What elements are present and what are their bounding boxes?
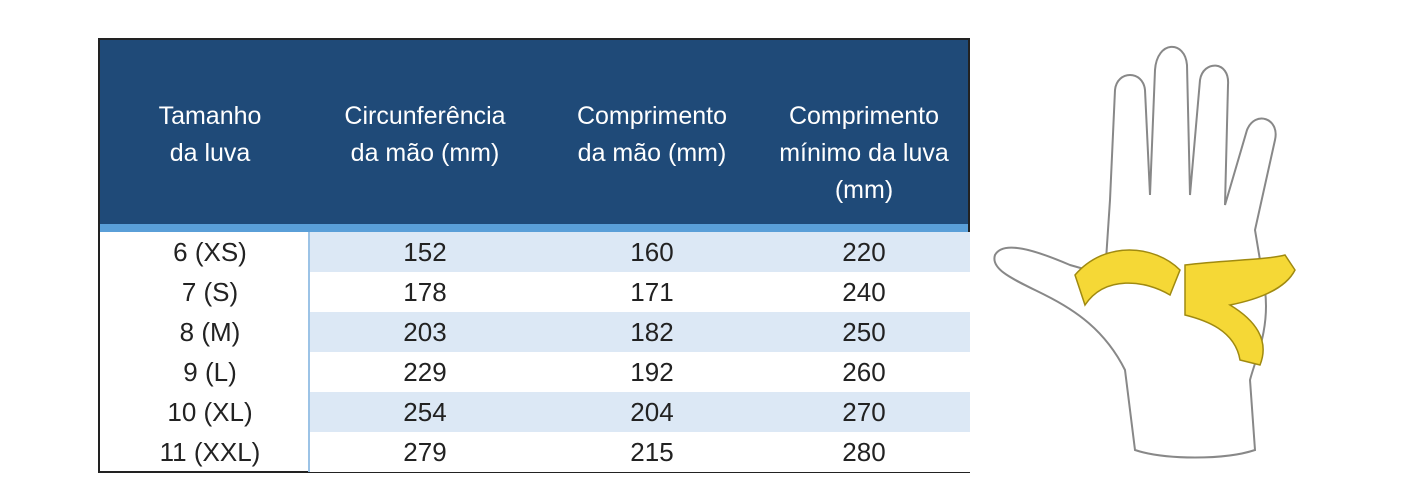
- measuring-tape: [1184, 254, 1296, 366]
- header-cell: Tamanho da luva: [100, 98, 320, 172]
- table-cell: 215: [630, 437, 674, 467]
- table-cell: 270: [842, 397, 886, 427]
- row-band: [310, 272, 970, 312]
- size-label: 7 (S): [181, 277, 239, 307]
- row-band: [310, 352, 970, 392]
- header-line: Circunferência: [344, 102, 506, 130]
- table-cell: 260: [842, 357, 886, 387]
- table-cell: 160: [630, 237, 674, 267]
- hand-illustration: [993, 45, 1296, 459]
- header-cell: Comprimento da mão (mm): [542, 98, 762, 172]
- header-line: Comprimento: [788, 102, 940, 130]
- table-cell: 254: [403, 397, 447, 427]
- size-label: 8 (M): [179, 317, 241, 347]
- table-cell: 203: [403, 317, 447, 347]
- row-band: [310, 392, 970, 432]
- table-cell: 182: [630, 317, 674, 347]
- table-cell: 229: [403, 357, 447, 387]
- size-label: 10 (XL): [167, 397, 253, 427]
- header-line: da mão (mm): [577, 139, 727, 167]
- measuring-tape: [1074, 249, 1181, 307]
- table-cell: 178: [403, 277, 447, 307]
- header-cell: Comprimento mínimo da luva (mm): [754, 98, 974, 209]
- row-band: [310, 232, 970, 272]
- header-line: da luva: [169, 139, 251, 167]
- table-cell: 279: [403, 437, 447, 467]
- table-cell: 204: [630, 397, 674, 427]
- header-line: Comprimento: [576, 102, 728, 130]
- header-line: da mão (mm): [350, 139, 500, 167]
- table-cell: 250: [842, 317, 886, 347]
- table-cell: 192: [630, 357, 674, 387]
- table-cell: 240: [842, 277, 886, 307]
- header-line: Tamanho: [158, 102, 262, 130]
- table-cell: 280: [842, 437, 886, 467]
- size-table: Tamanho da luva Circunferência da mão (mm) C…: [98, 38, 970, 473]
- header-line: mínimo da luva: [779, 139, 949, 167]
- row-band: [310, 432, 970, 472]
- size-label: 9 (L): [183, 357, 237, 387]
- table-cell: 171: [630, 277, 674, 307]
- row-band: [310, 312, 970, 352]
- size-label: 11 (XXL): [159, 437, 261, 467]
- table-header: Tamanho da luva Circunferência da mão (mm) C…: [100, 40, 968, 232]
- header-line: (mm): [834, 176, 894, 204]
- column-divider: [308, 232, 310, 472]
- table-cell: 152: [403, 237, 447, 267]
- size-label: 6 (XS): [173, 237, 247, 267]
- table-cell: 220: [842, 237, 886, 267]
- header-cell: Circunferência da mão (mm): [315, 98, 535, 172]
